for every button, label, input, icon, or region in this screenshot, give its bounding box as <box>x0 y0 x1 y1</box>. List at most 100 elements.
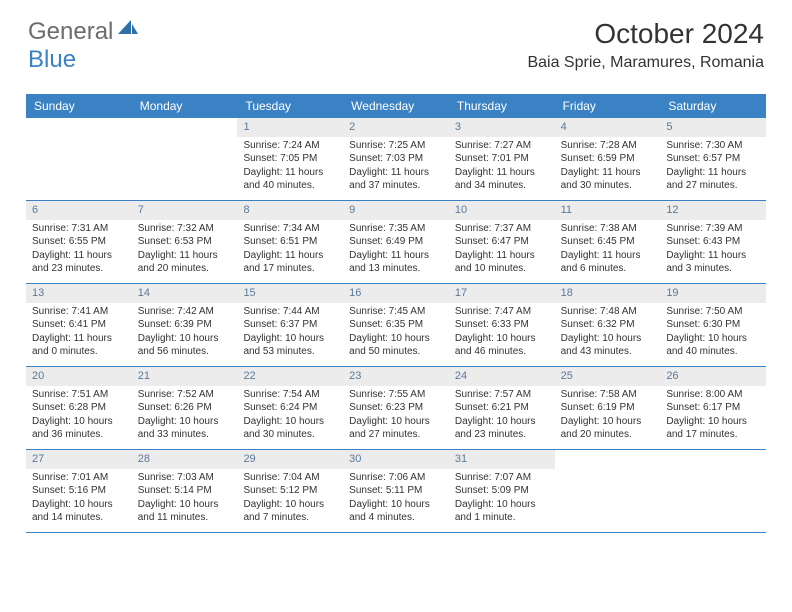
day-number: 10 <box>449 201 555 220</box>
sunrise-text: Sunrise: 7:31 AM <box>32 222 126 236</box>
day-content: Sunrise: 7:42 AMSunset: 6:39 PMDaylight:… <box>132 303 238 363</box>
sunset-text: Sunset: 6:47 PM <box>455 235 549 249</box>
daylight-text: Daylight: 11 hours and 23 minutes. <box>32 249 126 276</box>
calendar-cell <box>132 118 238 200</box>
day-number: 20 <box>26 367 132 386</box>
sunrise-text: Sunrise: 7:57 AM <box>455 388 549 402</box>
calendar-cell: 7Sunrise: 7:32 AMSunset: 6:53 PMDaylight… <box>132 201 238 283</box>
sunrise-text: Sunrise: 7:37 AM <box>455 222 549 236</box>
day-content: Sunrise: 7:03 AMSunset: 5:14 PMDaylight:… <box>132 469 238 529</box>
calendar-cell: 16Sunrise: 7:45 AMSunset: 6:35 PMDayligh… <box>343 284 449 366</box>
sunset-text: Sunset: 6:24 PM <box>243 401 337 415</box>
sunset-text: Sunset: 6:57 PM <box>666 152 760 166</box>
daylight-text: Daylight: 10 hours and 40 minutes. <box>666 332 760 359</box>
sunset-text: Sunset: 6:59 PM <box>561 152 655 166</box>
day-content: Sunrise: 7:37 AMSunset: 6:47 PMDaylight:… <box>449 220 555 280</box>
day-content: Sunrise: 7:04 AMSunset: 5:12 PMDaylight:… <box>237 469 343 529</box>
sunrise-text: Sunrise: 7:58 AM <box>561 388 655 402</box>
day-number: 23 <box>343 367 449 386</box>
calendar-cell: 4Sunrise: 7:28 AMSunset: 6:59 PMDaylight… <box>555 118 661 200</box>
day-content: Sunrise: 7:54 AMSunset: 6:24 PMDaylight:… <box>237 386 343 446</box>
calendar-row: 6Sunrise: 7:31 AMSunset: 6:55 PMDaylight… <box>26 201 766 284</box>
sunset-text: Sunset: 6:45 PM <box>561 235 655 249</box>
sunrise-text: Sunrise: 7:52 AM <box>138 388 232 402</box>
calendar-cell: 22Sunrise: 7:54 AMSunset: 6:24 PMDayligh… <box>237 367 343 449</box>
weekday-header: Wednesday <box>343 94 449 118</box>
day-number: 4 <box>555 118 661 137</box>
day-content: Sunrise: 7:55 AMSunset: 6:23 PMDaylight:… <box>343 386 449 446</box>
day-number: 1 <box>237 118 343 137</box>
sunrise-text: Sunrise: 7:06 AM <box>349 471 443 485</box>
day-content: Sunrise: 7:31 AMSunset: 6:55 PMDaylight:… <box>26 220 132 280</box>
calendar-row: 13Sunrise: 7:41 AMSunset: 6:41 PMDayligh… <box>26 284 766 367</box>
sunrise-text: Sunrise: 7:28 AM <box>561 139 655 153</box>
day-number: 24 <box>449 367 555 386</box>
calendar-cell <box>555 450 661 532</box>
month-title: October 2024 <box>527 18 764 50</box>
day-content: Sunrise: 7:25 AMSunset: 7:03 PMDaylight:… <box>343 137 449 197</box>
calendar-cell: 15Sunrise: 7:44 AMSunset: 6:37 PMDayligh… <box>237 284 343 366</box>
sunset-text: Sunset: 5:11 PM <box>349 484 443 498</box>
day-content: Sunrise: 7:35 AMSunset: 6:49 PMDaylight:… <box>343 220 449 280</box>
day-content: Sunrise: 7:57 AMSunset: 6:21 PMDaylight:… <box>449 386 555 446</box>
daylight-text: Daylight: 10 hours and 7 minutes. <box>243 498 337 525</box>
calendar-cell: 6Sunrise: 7:31 AMSunset: 6:55 PMDaylight… <box>26 201 132 283</box>
calendar-cell: 8Sunrise: 7:34 AMSunset: 6:51 PMDaylight… <box>237 201 343 283</box>
logo: General Blue <box>28 18 139 74</box>
sunrise-text: Sunrise: 7:27 AM <box>455 139 549 153</box>
sunrise-text: Sunrise: 8:00 AM <box>666 388 760 402</box>
day-number: 31 <box>449 450 555 469</box>
sunset-text: Sunset: 5:12 PM <box>243 484 337 498</box>
day-content: Sunrise: 7:52 AMSunset: 6:26 PMDaylight:… <box>132 386 238 446</box>
day-number: 2 <box>343 118 449 137</box>
day-content: Sunrise: 8:00 AMSunset: 6:17 PMDaylight:… <box>660 386 766 446</box>
day-number: 13 <box>26 284 132 303</box>
daylight-text: Daylight: 10 hours and 11 minutes. <box>138 498 232 525</box>
daylight-text: Daylight: 11 hours and 0 minutes. <box>32 332 126 359</box>
sunrise-text: Sunrise: 7:30 AM <box>666 139 760 153</box>
day-number: 16 <box>343 284 449 303</box>
sunrise-text: Sunrise: 7:41 AM <box>32 305 126 319</box>
daylight-text: Daylight: 10 hours and 50 minutes. <box>349 332 443 359</box>
day-number: 14 <box>132 284 238 303</box>
sunset-text: Sunset: 7:03 PM <box>349 152 443 166</box>
logo-text-general: General <box>28 18 113 45</box>
sunset-text: Sunset: 6:21 PM <box>455 401 549 415</box>
day-content: Sunrise: 7:30 AMSunset: 6:57 PMDaylight:… <box>660 137 766 197</box>
day-number: 9 <box>343 201 449 220</box>
daylight-text: Daylight: 10 hours and 56 minutes. <box>138 332 232 359</box>
sunset-text: Sunset: 6:55 PM <box>32 235 126 249</box>
daylight-text: Daylight: 10 hours and 20 minutes. <box>561 415 655 442</box>
daylight-text: Daylight: 11 hours and 27 minutes. <box>666 166 760 193</box>
day-content: Sunrise: 7:24 AMSunset: 7:05 PMDaylight:… <box>237 137 343 197</box>
sunset-text: Sunset: 5:14 PM <box>138 484 232 498</box>
sunset-text: Sunset: 6:41 PM <box>32 318 126 332</box>
daylight-text: Daylight: 10 hours and 33 minutes. <box>138 415 232 442</box>
day-content: Sunrise: 7:38 AMSunset: 6:45 PMDaylight:… <box>555 220 661 280</box>
sunrise-text: Sunrise: 7:44 AM <box>243 305 337 319</box>
sunset-text: Sunset: 6:19 PM <box>561 401 655 415</box>
sunrise-text: Sunrise: 7:35 AM <box>349 222 443 236</box>
sunset-text: Sunset: 6:49 PM <box>349 235 443 249</box>
daylight-text: Daylight: 11 hours and 6 minutes. <box>561 249 655 276</box>
day-number: 5 <box>660 118 766 137</box>
weekday-header: Monday <box>132 94 238 118</box>
daylight-text: Daylight: 10 hours and 27 minutes. <box>349 415 443 442</box>
sunrise-text: Sunrise: 7:39 AM <box>666 222 760 236</box>
sunset-text: Sunset: 6:23 PM <box>349 401 443 415</box>
daylight-text: Daylight: 11 hours and 3 minutes. <box>666 249 760 276</box>
sunrise-text: Sunrise: 7:03 AM <box>138 471 232 485</box>
calendar-row: 20Sunrise: 7:51 AMSunset: 6:28 PMDayligh… <box>26 367 766 450</box>
weekday-header: Thursday <box>449 94 555 118</box>
daylight-text: Daylight: 10 hours and 36 minutes. <box>32 415 126 442</box>
sunset-text: Sunset: 6:17 PM <box>666 401 760 415</box>
sunrise-text: Sunrise: 7:45 AM <box>349 305 443 319</box>
logo-text-blue: Blue <box>28 46 76 73</box>
day-content: Sunrise: 7:32 AMSunset: 6:53 PMDaylight:… <box>132 220 238 280</box>
calendar-cell: 3Sunrise: 7:27 AMSunset: 7:01 PMDaylight… <box>449 118 555 200</box>
sunrise-text: Sunrise: 7:24 AM <box>243 139 337 153</box>
daylight-text: Daylight: 10 hours and 17 minutes. <box>666 415 760 442</box>
sunset-text: Sunset: 6:37 PM <box>243 318 337 332</box>
sunrise-text: Sunrise: 7:48 AM <box>561 305 655 319</box>
daylight-text: Daylight: 10 hours and 14 minutes. <box>32 498 126 525</box>
